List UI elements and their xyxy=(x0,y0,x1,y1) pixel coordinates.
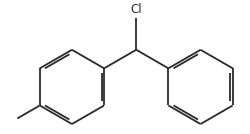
Text: Cl: Cl xyxy=(130,3,142,16)
